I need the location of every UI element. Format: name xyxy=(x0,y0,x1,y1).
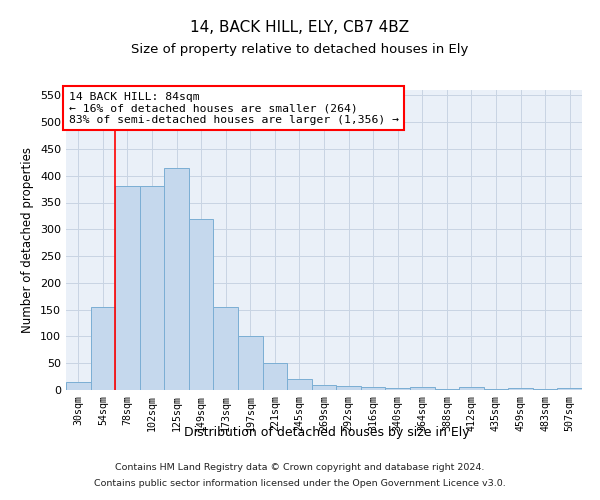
Bar xyxy=(238,336,263,390)
Text: 14 BACK HILL: 84sqm
← 16% of detached houses are smaller (264)
83% of semi-detac: 14 BACK HILL: 84sqm ← 16% of detached ho… xyxy=(68,92,398,124)
Bar xyxy=(66,382,91,390)
Bar xyxy=(91,307,115,390)
Bar xyxy=(140,186,164,390)
Bar xyxy=(410,388,434,390)
Text: Contains public sector information licensed under the Open Government Licence v3: Contains public sector information licen… xyxy=(94,478,506,488)
Text: Size of property relative to detached houses in Ely: Size of property relative to detached ho… xyxy=(131,42,469,56)
Bar xyxy=(115,186,140,390)
Bar xyxy=(361,388,385,390)
Bar xyxy=(459,388,484,390)
Bar xyxy=(287,380,312,390)
Bar xyxy=(336,386,361,390)
Bar xyxy=(385,388,410,390)
Bar xyxy=(557,388,582,390)
Text: Contains HM Land Registry data © Crown copyright and database right 2024.: Contains HM Land Registry data © Crown c… xyxy=(115,464,485,472)
Bar xyxy=(312,384,336,390)
Bar xyxy=(189,218,214,390)
Bar xyxy=(214,307,238,390)
Text: 14, BACK HILL, ELY, CB7 4BZ: 14, BACK HILL, ELY, CB7 4BZ xyxy=(190,20,410,35)
Bar xyxy=(164,168,189,390)
Bar xyxy=(508,388,533,390)
Y-axis label: Number of detached properties: Number of detached properties xyxy=(22,147,34,333)
Text: Distribution of detached houses by size in Ely: Distribution of detached houses by size … xyxy=(184,426,470,439)
Bar xyxy=(263,363,287,390)
